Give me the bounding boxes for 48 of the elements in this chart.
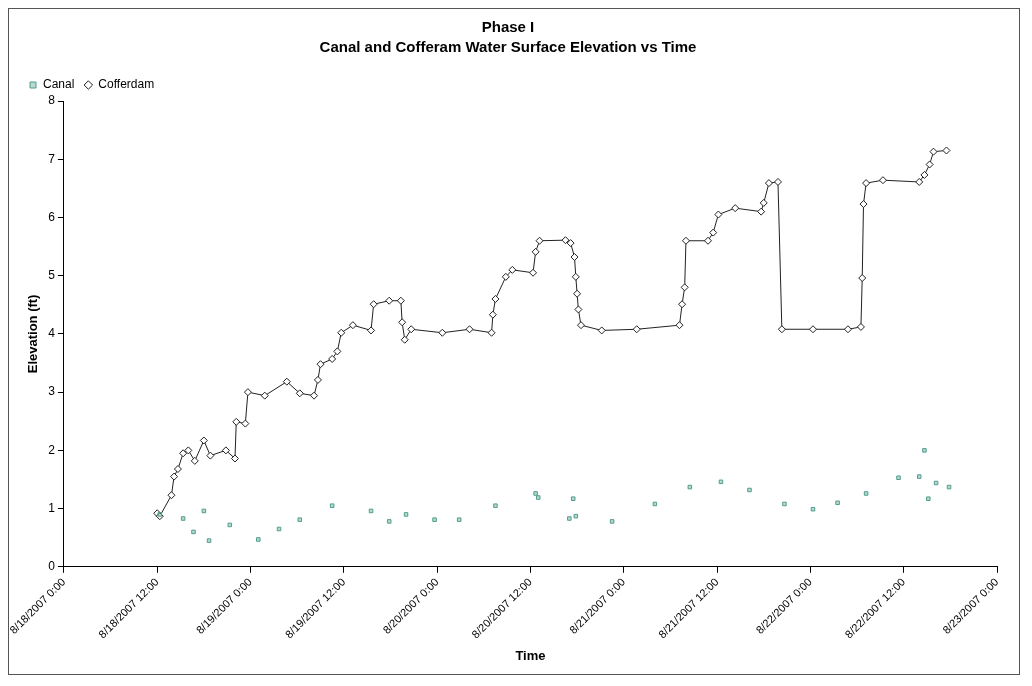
point <box>782 501 787 507</box>
point <box>456 517 462 522</box>
point <box>191 529 196 535</box>
y-tick-label: 0 <box>48 559 56 574</box>
point <box>201 508 207 514</box>
y-tick-label: 7 <box>48 151 56 166</box>
y-tick-label: 1 <box>48 500 56 515</box>
point <box>206 538 212 543</box>
y-tick-label: 3 <box>48 384 56 399</box>
point <box>297 517 303 522</box>
point <box>896 475 901 481</box>
chart-title: Phase I <box>481 18 535 36</box>
point <box>403 512 409 517</box>
x-axis-title: Time <box>515 647 546 663</box>
point <box>180 516 186 521</box>
point <box>570 496 576 501</box>
point <box>916 474 922 479</box>
point <box>386 519 392 524</box>
point <box>609 519 615 524</box>
y-tick-label: 2 <box>48 442 56 457</box>
point <box>652 501 658 507</box>
point <box>533 491 538 496</box>
y-tick-label: 4 <box>48 326 56 341</box>
point <box>810 506 816 512</box>
point <box>227 522 233 528</box>
chart-subtitle: Canal and Cofferam Water Surface Elevation vs Time <box>319 38 697 56</box>
y-tick-label: 8 <box>48 93 56 108</box>
point <box>535 495 541 500</box>
point <box>926 496 931 501</box>
point <box>718 479 724 485</box>
y-axis-title: Elevation (ft) <box>25 294 41 374</box>
y-tick-label: 5 <box>48 268 56 282</box>
y-tick-label: 6 <box>48 209 56 224</box>
point <box>493 503 498 508</box>
point <box>835 500 840 506</box>
legend-label: Canal <box>43 77 75 92</box>
point <box>329 503 335 508</box>
point <box>567 516 572 521</box>
point <box>432 517 437 522</box>
point <box>687 484 693 490</box>
point <box>256 537 261 542</box>
point <box>933 480 939 486</box>
point <box>922 448 927 453</box>
legend-label: Cofferdam <box>98 77 155 92</box>
point <box>573 513 579 519</box>
point <box>157 512 163 517</box>
point <box>747 487 752 493</box>
point <box>863 491 869 496</box>
